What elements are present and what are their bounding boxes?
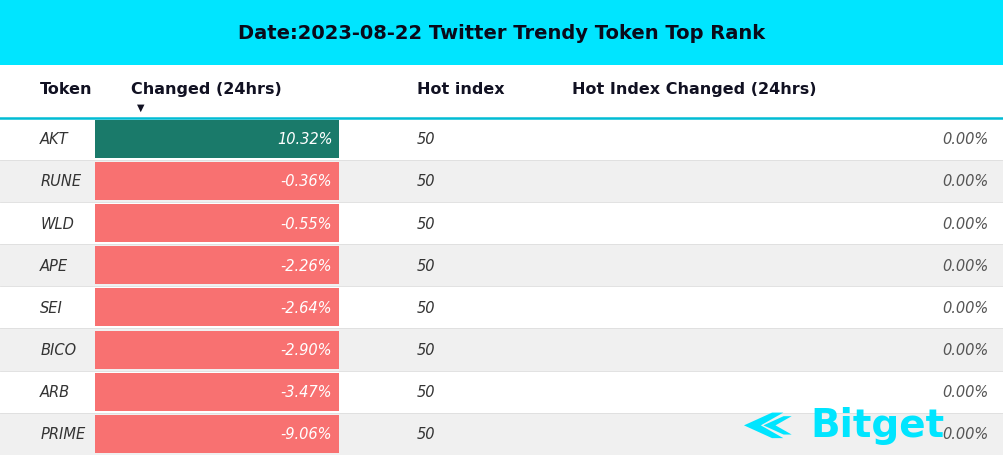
Text: -9.06%: -9.06%	[281, 426, 332, 441]
Text: SEI: SEI	[40, 300, 63, 315]
FancyBboxPatch shape	[95, 121, 339, 158]
Text: 50: 50	[416, 258, 434, 273]
Text: -0.36%: -0.36%	[281, 174, 332, 189]
Text: -2.26%: -2.26%	[281, 258, 332, 273]
FancyBboxPatch shape	[95, 162, 339, 200]
Text: -2.64%: -2.64%	[281, 300, 332, 315]
Text: 50: 50	[416, 174, 434, 189]
FancyBboxPatch shape	[0, 0, 1003, 66]
FancyBboxPatch shape	[0, 66, 1003, 118]
FancyBboxPatch shape	[0, 118, 1003, 161]
Text: -3.47%: -3.47%	[281, 384, 332, 399]
Text: 0.00%: 0.00%	[942, 384, 988, 399]
Text: 50: 50	[416, 216, 434, 231]
Polygon shape	[762, 416, 791, 435]
Text: 50: 50	[416, 342, 434, 357]
FancyBboxPatch shape	[95, 247, 339, 284]
FancyBboxPatch shape	[0, 371, 1003, 413]
FancyBboxPatch shape	[0, 161, 1003, 202]
Text: 50: 50	[416, 132, 434, 147]
FancyBboxPatch shape	[0, 202, 1003, 245]
FancyBboxPatch shape	[0, 413, 1003, 455]
Text: 50: 50	[416, 426, 434, 441]
FancyBboxPatch shape	[0, 245, 1003, 287]
Text: 0.00%: 0.00%	[942, 174, 988, 189]
FancyBboxPatch shape	[95, 205, 339, 243]
Text: 50: 50	[416, 300, 434, 315]
Text: WLD: WLD	[40, 216, 74, 231]
Text: APE: APE	[40, 258, 68, 273]
Text: ▼: ▼	[136, 103, 143, 113]
Text: 10.32%: 10.32%	[277, 132, 332, 147]
Text: 0.00%: 0.00%	[942, 216, 988, 231]
FancyBboxPatch shape	[0, 287, 1003, 329]
Text: Date:2023-08-22 Twitter Trendy Token Top Rank: Date:2023-08-22 Twitter Trendy Token Top…	[238, 24, 765, 42]
Polygon shape	[743, 413, 782, 438]
Text: 0.00%: 0.00%	[942, 300, 988, 315]
Text: PRIME: PRIME	[40, 426, 85, 441]
Text: -0.55%: -0.55%	[281, 216, 332, 231]
Text: Changed (24hrs): Changed (24hrs)	[130, 81, 281, 96]
Text: 0.00%: 0.00%	[942, 342, 988, 357]
Text: Token: Token	[40, 81, 92, 96]
Text: Hot Index Changed (24hrs): Hot Index Changed (24hrs)	[572, 81, 816, 96]
Text: ARB: ARB	[40, 384, 70, 399]
Text: 0.00%: 0.00%	[942, 426, 988, 441]
Text: BICO: BICO	[40, 342, 76, 357]
Text: -2.90%: -2.90%	[281, 342, 332, 357]
Text: RUNE: RUNE	[40, 174, 81, 189]
Text: 50: 50	[416, 384, 434, 399]
Text: Hot index: Hot index	[416, 81, 504, 96]
Text: Bitget: Bitget	[809, 406, 944, 445]
FancyBboxPatch shape	[95, 415, 339, 453]
FancyBboxPatch shape	[95, 289, 339, 327]
FancyBboxPatch shape	[95, 373, 339, 411]
Text: 0.00%: 0.00%	[942, 258, 988, 273]
FancyBboxPatch shape	[0, 329, 1003, 371]
Text: AKT: AKT	[40, 132, 68, 147]
FancyBboxPatch shape	[95, 331, 339, 369]
Text: 0.00%: 0.00%	[942, 132, 988, 147]
